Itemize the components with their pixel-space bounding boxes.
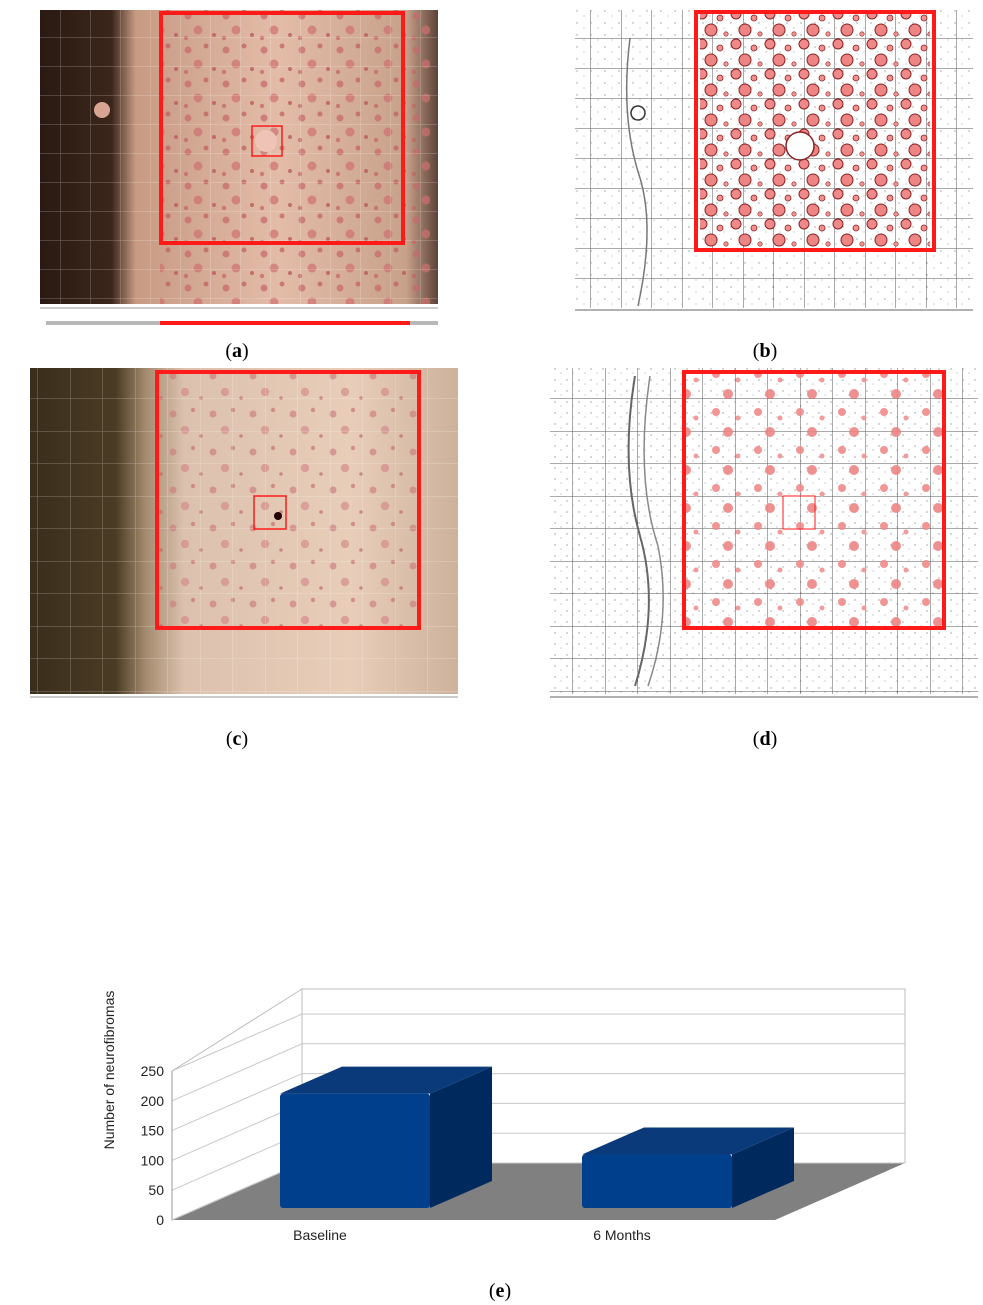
roi-box-b: [694, 10, 936, 252]
panel-b-edgemap: [560, 8, 975, 320]
chart-bar-top: [582, 1127, 794, 1155]
panel-d-edgemap: [540, 366, 980, 708]
chart-y-tick-label: 250: [141, 1063, 165, 1079]
panel-label-d: (d): [752, 728, 778, 750]
chart-svg: 0 50 100 150 200 250 Baseline 6 Months Number …: [101, 988, 906, 1243]
lesion-box-a: [251, 125, 283, 157]
bar-chart: 0 50 100 150 200 250 Baseline 6 Months Number …: [90, 770, 920, 1243]
chart-y-tick-label: 150: [141, 1123, 165, 1139]
panel-label-c: (c): [225, 728, 249, 750]
chart-bar: [582, 1127, 794, 1208]
chart-gridline: [171, 1013, 905, 1072]
panel-label-e: (e): [488, 1280, 512, 1302]
panel-label-a: (a): [225, 340, 249, 362]
panel-c-photo: [5, 366, 460, 708]
chart-bar-front: [280, 1093, 430, 1208]
chart-y-tick-label: 100: [141, 1152, 165, 1168]
chart-gridline: [171, 1073, 905, 1132]
chart-gridline: [171, 1043, 905, 1102]
chart-x-tick-label: 6 Months: [593, 1227, 651, 1240]
chart-y-axis-label: Number of neurofibromas: [101, 991, 117, 1150]
roi-box-a: [159, 11, 405, 245]
chart-bar: [280, 1066, 492, 1208]
chart-bar-side: [430, 1066, 492, 1208]
panel-a-svg: [40, 10, 438, 325]
panel-d-svg: [550, 368, 978, 698]
chart-y-tick-label: 50: [148, 1182, 164, 1198]
panel-label-b: (b): [752, 340, 778, 362]
chart-bar-side: [732, 1127, 794, 1208]
chart-x-labels: Baseline 6 Months: [293, 1227, 651, 1243]
lesion-box-d: [782, 495, 816, 530]
chart-bar-top: [280, 1066, 492, 1094]
chart-bar-front: [582, 1154, 732, 1208]
lesion-box-c: [253, 495, 287, 530]
chart-x-tick-label: Baseline: [293, 1227, 347, 1240]
panel-a-photo: [30, 8, 440, 328]
chart-bars: [280, 1066, 794, 1208]
panel-c-svg: [30, 368, 458, 698]
chart-y-tick-label: 0: [156, 1212, 164, 1228]
chart-y-tick-label: 200: [141, 1093, 165, 1109]
roi-box-d: [682, 370, 946, 630]
chart-y-ticks: 0 50 100 150 200 250: [141, 1063, 165, 1228]
roi-box-c: [155, 370, 421, 630]
panel-b-svg: [575, 10, 973, 311]
